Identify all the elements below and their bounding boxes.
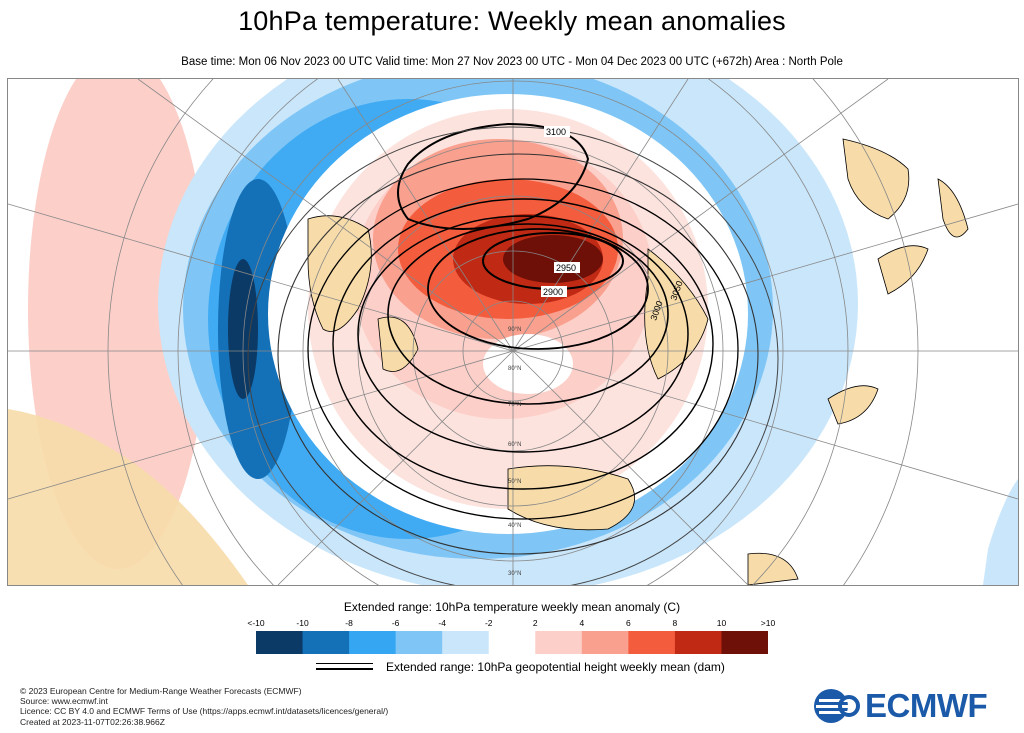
contour-label-3100: 3100 (546, 127, 566, 137)
chart-subtitle: Base time: Mon 06 Nov 2023 00 UTC Valid … (181, 56, 843, 68)
legend-tick-label: -10 (296, 618, 309, 628)
lat-label-60: 60°N (508, 442, 521, 448)
anomaly-shading (8, 79, 1018, 585)
legend-tick-label: >10 (760, 618, 776, 628)
footer-created: Created at 2023-11-07T02:26:38.966Z (20, 716, 165, 727)
legend-tick-label: 4 (579, 618, 585, 628)
color-scale-segment (721, 631, 768, 654)
land-americas-south (8, 409, 248, 585)
ecmwf-logo-mark-icon (814, 689, 860, 723)
contour-legend-line (316, 663, 373, 670)
contour-label-2900: 2900 (543, 287, 563, 297)
land-japan-region (937, 178, 969, 238)
legend-tick-label: -6 (391, 618, 400, 628)
polar-map: 3100 2950 2900 3050 3000 90°N 80°N 70°N … (7, 78, 1019, 586)
color-scale-segment (674, 631, 722, 654)
lat-label-80: 80°N (508, 366, 521, 372)
lat-label-30: 30°N (508, 571, 521, 577)
legend-tick-label: 8 (672, 618, 678, 628)
legend-tick-label: -2 (484, 618, 493, 628)
footer-source: Source: www.ecmwf.int (20, 696, 108, 707)
meridians (8, 79, 1018, 585)
land-europe (507, 465, 636, 531)
color-scale-segment (256, 631, 304, 654)
legend-tick-label: 6 (625, 618, 631, 628)
color-scale-segment (535, 631, 583, 654)
legend-title: Extended range: 10hPa temperature weekly… (343, 600, 681, 614)
cold-core-min (228, 259, 258, 399)
legend-tick-label: <-10 (247, 618, 265, 628)
legend-tick-label: -4 (438, 618, 446, 628)
contour-legend-label: Extended range: 10hPa geopotential heigh… (386, 660, 725, 674)
color-scale-segment (349, 631, 397, 654)
color-scale-segment (302, 631, 350, 654)
land-greenland-west (377, 316, 419, 372)
lat-label-40: 40°N (508, 523, 521, 529)
color-scale-segment (581, 631, 629, 654)
color-scale-segment (488, 631, 536, 654)
ecmwf-logo: ECMWF (813, 687, 1013, 726)
legend-tick-label: 2 (532, 618, 538, 628)
color-scale-bar (256, 631, 768, 654)
ecmwf-logo-text: ECMWF (865, 687, 988, 724)
footer-licence: Licence: CC BY 4.0 and ECMWF Terms of Us… (20, 706, 389, 717)
lat-label-90: 90°N (508, 327, 521, 333)
contour-legend: Extended range: 10hPa geopotential heigh… (316, 660, 736, 680)
land-kamchatka (877, 245, 929, 295)
legend-tick-label: 10 (716, 618, 727, 628)
color-scale-segment (628, 631, 676, 654)
chart-title: 10hPa temperature: Weekly mean anomalies (238, 6, 786, 36)
color-scale-segment (395, 631, 443, 654)
lat-label-50: 50°N (508, 479, 521, 485)
land-alaska (307, 215, 372, 332)
land-masses (307, 138, 969, 585)
footer-copyright: © 2023 European Centre for Medium-Range … (20, 686, 302, 696)
geopotential-contours (247, 122, 779, 585)
color-scale-segment (442, 631, 490, 654)
contour-label-2950: 2950 (556, 263, 576, 273)
land-siberia-east (842, 138, 910, 220)
land-scandinavia-russia (644, 248, 709, 380)
lat-label-70: 70°N (508, 402, 521, 408)
legend-tick-label: -8 (345, 618, 353, 628)
footer: © 2023 European Centre for Medium-Range … (20, 686, 388, 727)
